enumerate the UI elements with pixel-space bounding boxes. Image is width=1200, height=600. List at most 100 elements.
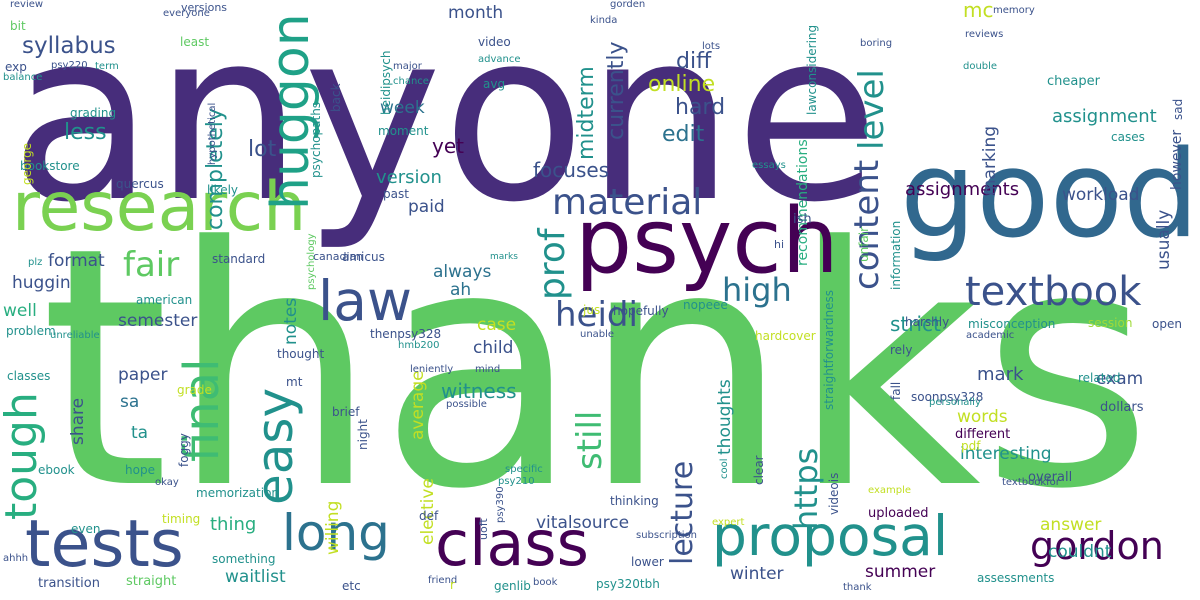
word: thoughts — [715, 379, 735, 455]
word: recommendations — [795, 139, 811, 266]
word: problem — [6, 323, 56, 338]
word: least — [180, 34, 210, 49]
word: psy320tbh — [596, 576, 660, 591]
word: diff — [676, 48, 712, 74]
word: balance — [3, 72, 43, 83]
word: mc — [963, 0, 994, 22]
word: plz — [28, 257, 43, 268]
word: average — [408, 370, 428, 440]
word: okay — [155, 477, 179, 488]
word: leniently — [410, 364, 454, 375]
word: uploaded — [868, 506, 929, 522]
word: timing — [162, 511, 201, 526]
word: strict — [890, 312, 941, 336]
word: example — [868, 485, 912, 496]
word: paper — [118, 364, 168, 385]
word: assignment — [1052, 106, 1157, 128]
word: month — [448, 2, 504, 23]
word: usually — [1154, 209, 1174, 270]
word: even — [71, 521, 101, 536]
word: long — [282, 504, 390, 562]
word: versions — [181, 0, 228, 14]
word: witness — [441, 379, 517, 403]
word: sa — [120, 391, 140, 412]
word: grading — [70, 105, 117, 120]
word: interesting — [960, 443, 1052, 464]
word: thought — [277, 346, 325, 361]
word: tough — [0, 392, 47, 520]
word: lots — [702, 41, 721, 52]
word: ah — [450, 279, 472, 300]
word: overall — [1028, 470, 1073, 486]
word: couldnt — [1048, 541, 1112, 562]
word: thanks — [40, 177, 1153, 561]
word: psychology — [306, 233, 317, 290]
word: psych — [575, 189, 839, 294]
word: https — [787, 447, 825, 530]
word: kinda — [590, 15, 618, 26]
word: waitlist — [225, 566, 286, 587]
word: review — [10, 0, 44, 10]
word: avg — [483, 76, 506, 91]
word: hopefully — [613, 303, 669, 318]
word: format — [48, 250, 105, 271]
word: moment — [378, 123, 429, 138]
word: nopeee — [683, 297, 728, 312]
word: classes — [7, 368, 51, 383]
word: hope — [125, 462, 155, 477]
word: case — [477, 314, 517, 335]
word: cases — [1111, 129, 1145, 144]
word: summer — [865, 561, 936, 582]
word: version — [376, 167, 442, 189]
word: ebook — [38, 462, 75, 477]
word: winter — [730, 563, 784, 584]
word: ish — [793, 212, 812, 228]
word: essays — [752, 160, 786, 171]
word: r — [450, 577, 455, 592]
word: chance — [393, 76, 429, 87]
word: prof — [532, 228, 573, 300]
word: semester — [118, 310, 198, 331]
word: textbook — [965, 269, 1142, 315]
word: marking — [980, 125, 1000, 196]
word: harshly — [905, 314, 950, 329]
word: lot — [248, 136, 277, 162]
word: lawconsidering — [805, 24, 819, 115]
word: lecture — [665, 460, 700, 565]
word: genlib — [494, 578, 531, 593]
word: jus — [583, 302, 601, 317]
word: hi — [774, 237, 785, 251]
word: brief — [332, 404, 360, 419]
word: level — [852, 69, 892, 150]
word: notes — [281, 297, 301, 345]
word: syllabus — [22, 33, 116, 60]
word: information — [889, 220, 903, 290]
word: subscription — [636, 530, 697, 541]
word: related — [1078, 370, 1121, 385]
word: cheaper — [1047, 74, 1100, 90]
word: heidipsych — [379, 50, 393, 115]
word: answer — [1040, 514, 1102, 535]
word: session — [1088, 315, 1133, 330]
word: straight — [126, 574, 177, 590]
word: paid — [408, 196, 445, 217]
word: class — [435, 506, 589, 580]
word: book — [533, 577, 558, 588]
word: assignments — [905, 179, 1020, 201]
word: different — [955, 427, 1011, 443]
word: canadian — [313, 249, 364, 263]
word: transition — [38, 576, 100, 592]
word: quercus — [116, 176, 164, 191]
word: dollars — [1100, 400, 1144, 416]
word: currently — [604, 41, 629, 141]
word: online — [648, 71, 716, 97]
word: huggin — [12, 272, 71, 293]
word: hypothetical — [207, 102, 218, 165]
word: week — [380, 97, 425, 118]
word: double — [963, 61, 998, 72]
word: however — [1169, 129, 1185, 190]
word: still — [570, 410, 610, 470]
word: unreliable — [50, 330, 100, 341]
word: mark — [977, 364, 1024, 386]
word: thank — [843, 582, 872, 593]
